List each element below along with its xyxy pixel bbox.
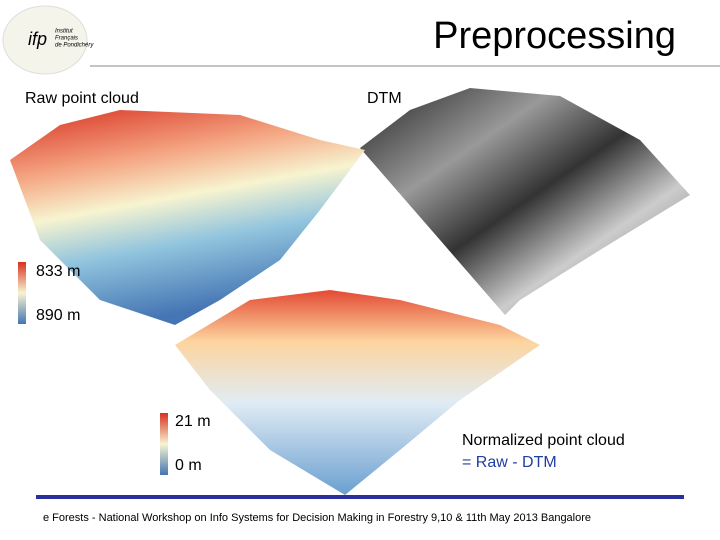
panel-label: = Raw - DTM (462, 454, 557, 471)
normalized-cloud-image (175, 290, 540, 495)
panel-label: Raw point cloud (25, 90, 139, 107)
footer-text: e Forests - National Workshop on Info Sy… (43, 512, 591, 524)
logo-mark: ifp (28, 29, 47, 49)
slide-title: Preprocessing (433, 15, 676, 57)
panel-label: Normalized point cloud (462, 432, 625, 449)
logo-text: de Pondichéry (55, 43, 94, 49)
logo-text: Français (55, 36, 78, 42)
legend-label: 890 m (36, 307, 80, 324)
dtm-image (360, 88, 690, 315)
legend-label: 0 m (175, 457, 202, 474)
legend-label: 833 m (36, 263, 80, 280)
color-bar (160, 413, 168, 475)
legend-label: 21 m (175, 413, 211, 430)
color-bar (18, 262, 26, 324)
logo-text: Institut (55, 29, 73, 35)
raw-cloud-image (10, 110, 365, 325)
logo: ifp Institut Français de Pondichéry (2, 5, 94, 75)
logo-badge (2, 5, 88, 75)
panel-label: DTM (367, 90, 402, 107)
